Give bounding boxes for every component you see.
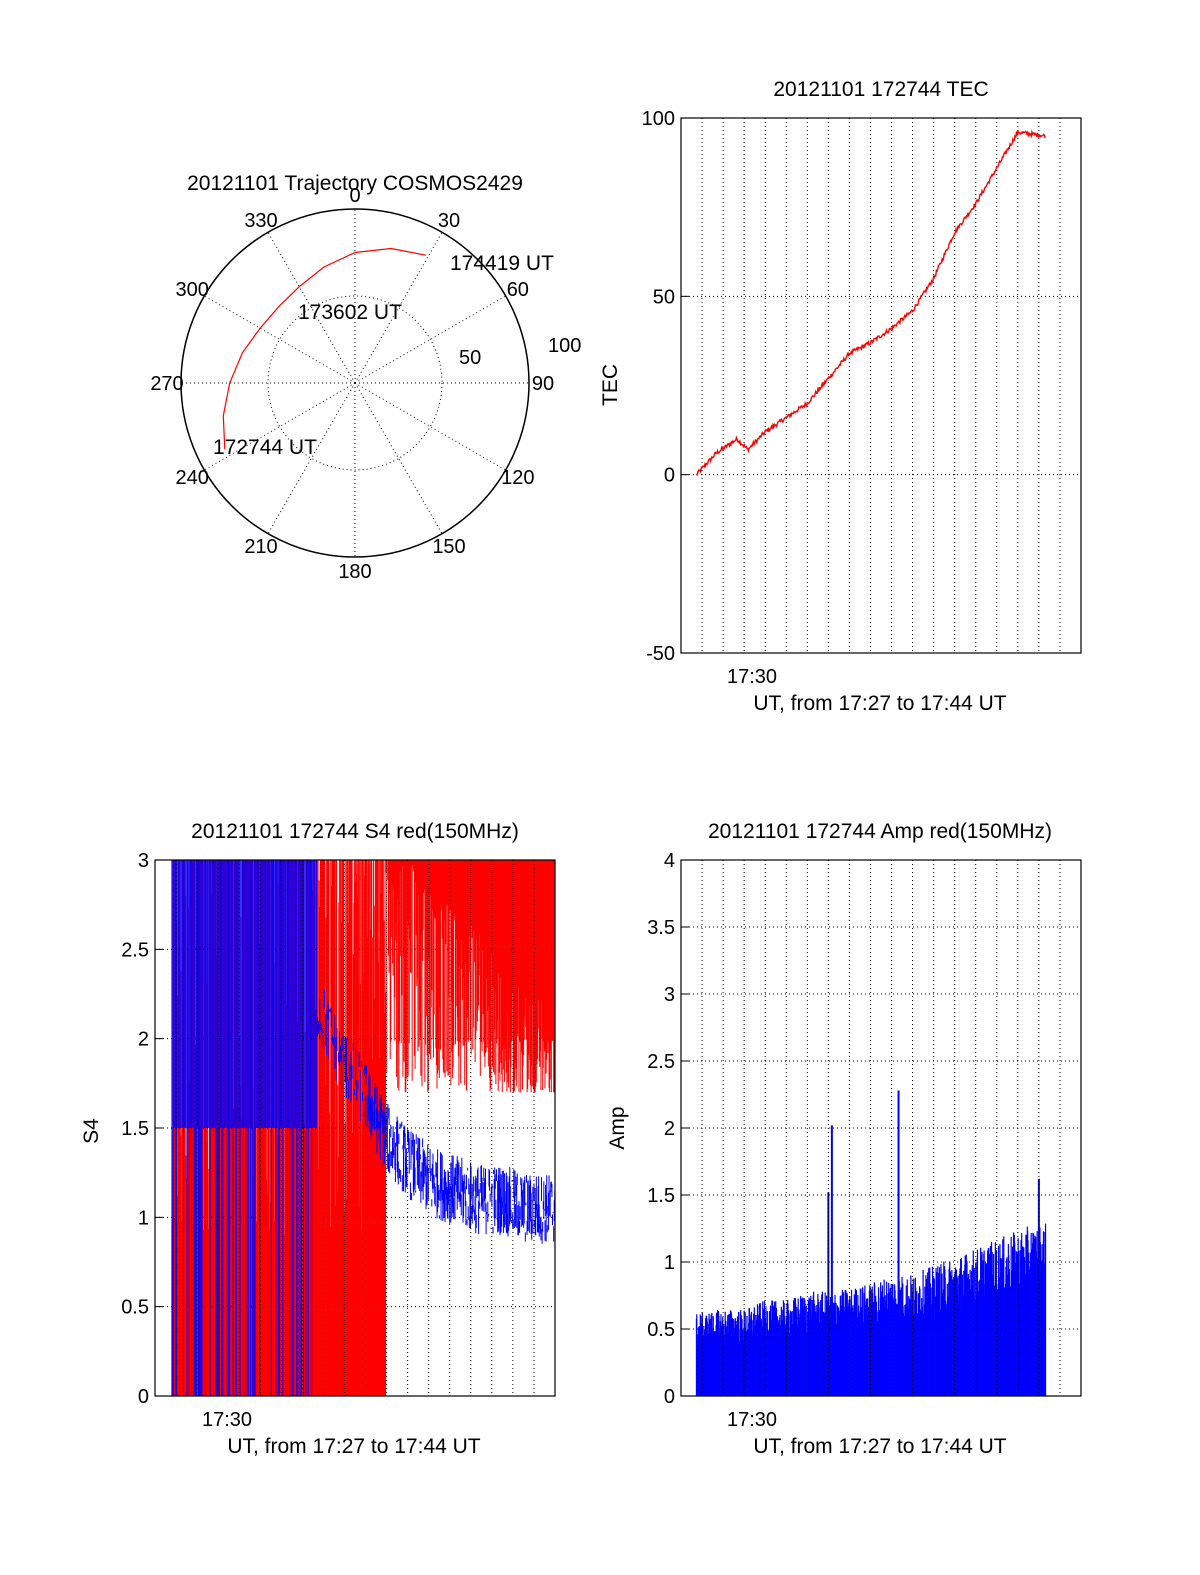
polar-trajectory-chart: 20121101 Trajectory COSMOS2429 0 30 60 90 12… [150, 172, 581, 583]
radius-label-50: 50 [459, 347, 481, 369]
y-tick-label: 1.5 [647, 1185, 675, 1207]
amp-y-ticks: 0 0.5 1 1.5 2 2.5 3 3.5 4 [647, 850, 675, 1408]
y-tick-label: 1.5 [121, 1118, 149, 1140]
amp-x-axis-label: UT, from 17:27 to 17:44 UT [753, 1435, 1006, 1458]
polar-angle-label: 180 [338, 561, 371, 583]
y-tick-label: 3.5 [647, 917, 675, 939]
s4-bar-chart: 20121101 172744 S4 red(150MHz) 0 0.5 1 1.5 2… [80, 820, 556, 1458]
polar-spoke [204, 382, 356, 471]
polar-angle-label: 60 [507, 279, 529, 301]
polar-angle-labels: 0 30 60 90 120 150 180 210 240 270 300 330 [150, 185, 554, 583]
tec-line-chart: 20121101 172744 TEC -50 0 50 100 17:30 UT, … [599, 78, 1082, 715]
polar-angle-label: 300 [175, 279, 208, 301]
tec-y-ticks: -50 0 50 100 [642, 108, 675, 665]
y-tick-label: 2.5 [121, 939, 149, 961]
trajectory-line [222, 247, 427, 450]
tec-x-axis-label: UT, from 17:27 to 17:44 UT [753, 692, 1006, 715]
polar-angle-label: 30 [438, 210, 460, 232]
radius-label-100: 100 [548, 335, 581, 357]
y-tick-label: 0 [138, 1386, 149, 1408]
y-tick-label: 0.5 [647, 1319, 675, 1341]
polar-angle-label: 270 [150, 373, 183, 395]
tec-plot-frame [680, 117, 1082, 654]
amp-x-tick-label: 17:30 [727, 1409, 777, 1431]
annotation-start-time: 172744 UT [213, 436, 317, 459]
polar-spoke [267, 232, 356, 384]
tec-title: 20121101 172744 TEC [773, 78, 988, 101]
s4-x-axis-label: UT, from 17:27 to 17:44 UT [227, 1435, 480, 1458]
y-tick-label: 3 [138, 850, 149, 872]
s4-y-ticks: 0 0.5 1 1.5 2 2.5 3 [121, 850, 149, 1408]
tec-y-axis-label: TEC [599, 364, 622, 406]
y-tick-label: 2 [664, 1118, 675, 1140]
polar-angle-label: 120 [501, 467, 534, 489]
amp-bar-chart: 20121101 172744 Amp red(150MHz) 0 0.5 1 1.5… [606, 820, 1082, 1458]
polar-angle-label: 330 [244, 210, 277, 232]
y-tick-label: 0 [664, 465, 675, 487]
tec-x-tick-label: 17:30 [727, 666, 777, 688]
polar-angle-label: 90 [532, 373, 554, 395]
amp-y-axis-label: Amp [606, 1106, 629, 1149]
s4-plot-frame [154, 859, 556, 1397]
y-tick-label: 100 [642, 108, 675, 130]
polar-angle-label: 150 [432, 536, 465, 558]
polar-spoke [354, 232, 443, 384]
polar-spoke [354, 382, 443, 534]
polar-angle-label: 0 [349, 185, 360, 207]
polar-title: 20121101 Trajectory COSMOS2429 [187, 172, 523, 195]
y-tick-label: 2 [138, 1029, 149, 1051]
polar-grid [180, 208, 530, 558]
y-tick-label: 1 [664, 1252, 675, 1274]
polar-outer-circle [180, 208, 530, 558]
y-tick-label: 1 [138, 1207, 149, 1229]
polar-ring-50 [267, 295, 443, 471]
y-tick-label: 50 [653, 286, 675, 308]
y-tick-label: 4 [664, 850, 675, 872]
polar-angle-label: 240 [175, 467, 208, 489]
polar-angle-label: 210 [244, 536, 277, 558]
tec-grid [681, 117, 1081, 654]
amp-grid [681, 859, 1081, 1397]
polar-spoke [354, 382, 506, 471]
tec-series-line [695, 129, 1046, 476]
amp-bars [695, 1090, 1047, 1396]
y-tick-label: 2.5 [647, 1051, 675, 1073]
polar-spoke [267, 382, 356, 534]
polar-spoke [354, 295, 506, 384]
y-tick-label: -50 [646, 643, 675, 665]
s4-grid [155, 859, 555, 1397]
y-tick-label: 3 [664, 984, 675, 1006]
s4-x-tick-label: 17:30 [202, 1409, 252, 1431]
s4-title: 20121101 172744 S4 red(150MHz) [191, 820, 519, 843]
s4-y-axis-label: S4 [80, 1118, 103, 1144]
amp-title: 20121101 172744 Amp red(150MHz) [708, 820, 1052, 843]
polar-spoke [204, 295, 356, 384]
annotation-end-time: 174419 UT [450, 252, 554, 275]
y-tick-label: 0.5 [121, 1297, 149, 1319]
amp-plot-frame [680, 859, 1082, 1397]
annotation-mid-time: 173602 UT [298, 301, 402, 324]
y-tick-label: 0 [664, 1386, 675, 1408]
